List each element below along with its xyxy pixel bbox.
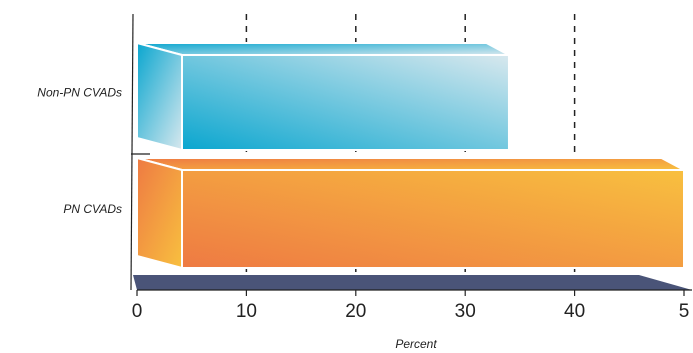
bar-side-face — [136, 156, 183, 270]
bar-side-face — [136, 41, 183, 152]
bar-non-pn-cvads — [136, 41, 510, 152]
label-layer: 0 10 20 30 40 5 Non-PN CVADs PN CVADs — [37, 86, 689, 323]
floor-plane — [133, 275, 692, 290]
y-axis-line — [130, 13, 134, 291]
tick-label-50: 5 — [679, 301, 690, 322]
category-label-pn-cvads: PN CVADs — [63, 202, 122, 216]
tick-label-20: 20 — [345, 301, 366, 322]
tick-label-0: 0 — [132, 301, 143, 322]
bar-top-face — [136, 157, 685, 171]
bar-front-face — [181, 54, 510, 151]
x-axis-title: Percent — [395, 337, 437, 351]
bar-layer — [136, 41, 685, 270]
tick-label-30: 30 — [455, 301, 476, 322]
bar-pn-cvads — [136, 156, 685, 270]
tick-label-10: 10 — [236, 301, 257, 322]
category-label-non-pn-cvads: Non-PN CVADs — [37, 86, 122, 100]
bar-front-face — [181, 169, 685, 269]
tick-label-40: 40 — [564, 301, 585, 322]
axis-layer — [130, 13, 692, 296]
bar-top-face — [136, 42, 510, 56]
